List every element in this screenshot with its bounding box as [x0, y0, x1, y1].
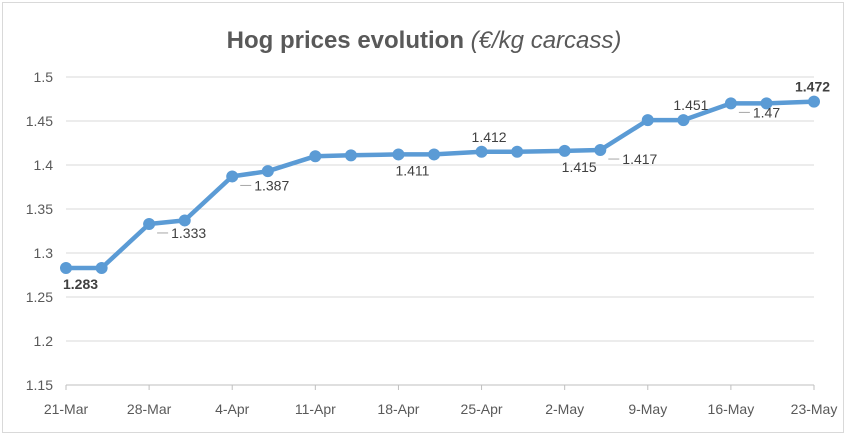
gridlines [66, 76, 814, 342]
y-tick-label: 1.45 [26, 113, 53, 129]
y-tick-label: 1.2 [34, 333, 54, 349]
y-tick-label: 1.4 [34, 157, 54, 173]
chart-title-main: Hog prices evolution [227, 27, 464, 54]
x-tick-label: 2-May [545, 401, 584, 417]
y-tick-label: 1.3 [34, 245, 54, 261]
data-point-marker [60, 261, 72, 274]
data-point-marker [558, 144, 571, 157]
x-tick-label: 9-May [628, 401, 667, 417]
data-point-marker [309, 150, 322, 163]
x-tick-label: 21-Mar [44, 401, 89, 417]
data-point-marker [641, 114, 654, 127]
data-label: 1.417 [622, 151, 657, 167]
data-point-marker [475, 145, 488, 158]
data-label: 1.415 [562, 159, 597, 175]
series-line [63, 99, 817, 271]
data-label: 1.283 [63, 276, 98, 292]
data-label: 1.333 [171, 225, 206, 241]
x-tick-label: 23-May [791, 401, 838, 417]
data-point-marker [95, 261, 108, 274]
data-label: 1.451 [673, 97, 708, 113]
x-tick-label: 11-Apr [295, 401, 336, 417]
y-tick-label: 1.35 [26, 201, 53, 217]
data-point-marker [178, 214, 191, 227]
data-label: 1.472 [795, 79, 830, 95]
y-tick-label: 1.5 [34, 69, 54, 85]
data-point-marker [511, 145, 524, 158]
y-tick-label: 1.15 [26, 377, 53, 393]
chart-title: Hog prices evolution (€/kg carcass) [227, 27, 622, 54]
data-point-marker [594, 144, 607, 157]
x-tick-label: 28-Mar [127, 401, 172, 417]
data-point-marker [808, 95, 820, 108]
data-point-marker [428, 148, 441, 161]
chart-title-unit: (€/kg carcass) [471, 27, 622, 54]
chart-frame [2, 2, 844, 433]
data-point-marker [143, 217, 156, 230]
y-tick-label: 1.25 [26, 289, 53, 305]
data-point-marker [724, 97, 737, 110]
x-tick-label: 4-Apr [215, 401, 250, 417]
data-label: 1.411 [395, 162, 429, 178]
x-tick-label: 25-Apr [461, 401, 503, 417]
data-point-marker [760, 97, 773, 110]
x-tick-label: 16-May [708, 401, 755, 417]
data-point-marker [226, 170, 239, 183]
data-point-marker [392, 148, 405, 161]
axes: 1.15 1.2 1.25 1.3 1.35 1.4 1.45 1.5 21-Mar 28-Mar… [26, 69, 838, 417]
data-labels: 1.283 1.333 1.387 1.411 1.412 1.415 1.417 1.451… [63, 79, 830, 292]
data-point-marker [677, 114, 690, 127]
x-tick-label: 18-Apr [377, 401, 419, 417]
series-line-group [60, 95, 820, 274]
data-point-marker [261, 165, 274, 178]
data-label: 1.47 [753, 104, 780, 120]
data-point-marker [344, 149, 357, 162]
data-label: 1.387 [254, 177, 289, 193]
data-label: 1.412 [472, 129, 507, 145]
